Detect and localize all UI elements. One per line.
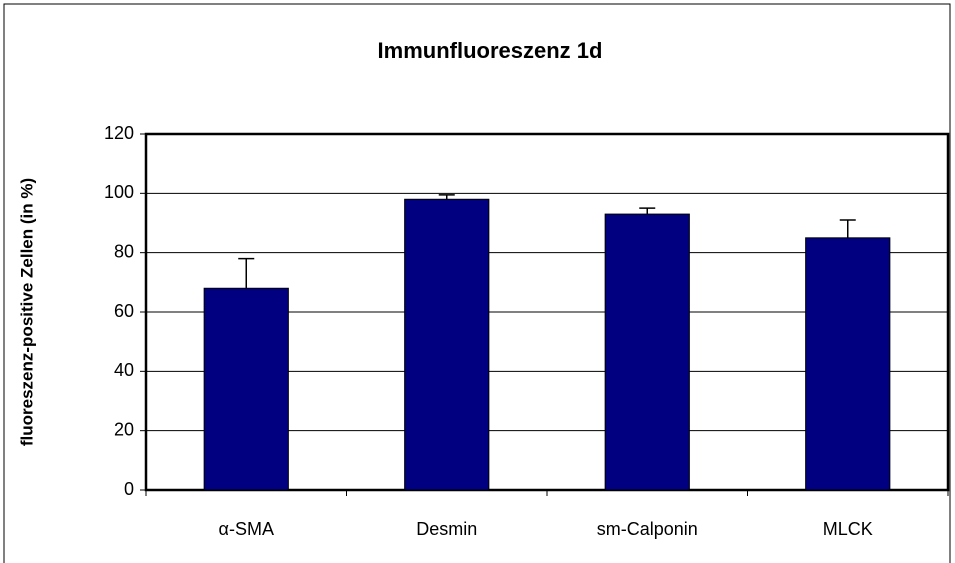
bar	[805, 237, 891, 491]
y-tick-label: 100	[104, 182, 134, 202]
y-tick-label: 60	[114, 301, 134, 321]
y-tick-label: 0	[124, 479, 134, 499]
y-tick-label: 40	[114, 360, 134, 380]
x-tick-label: sm-Calponin	[597, 519, 698, 539]
bar	[203, 287, 289, 491]
y-tick-label: 80	[114, 241, 134, 261]
y-tick-label: 20	[114, 419, 134, 439]
chart-title: Immunfluoreszenz 1d	[378, 38, 603, 63]
bar	[604, 213, 690, 491]
x-tick-label: Desmin	[416, 519, 477, 539]
plot-border	[144, 132, 950, 492]
y-tick-label: 120	[104, 123, 134, 143]
bar	[404, 198, 490, 491]
x-tick-label: α-SMA	[219, 519, 274, 539]
x-tick-label: MLCK	[823, 519, 873, 539]
y-axis-label: fluoreszenz-positive Zellen (in %)	[17, 178, 36, 446]
